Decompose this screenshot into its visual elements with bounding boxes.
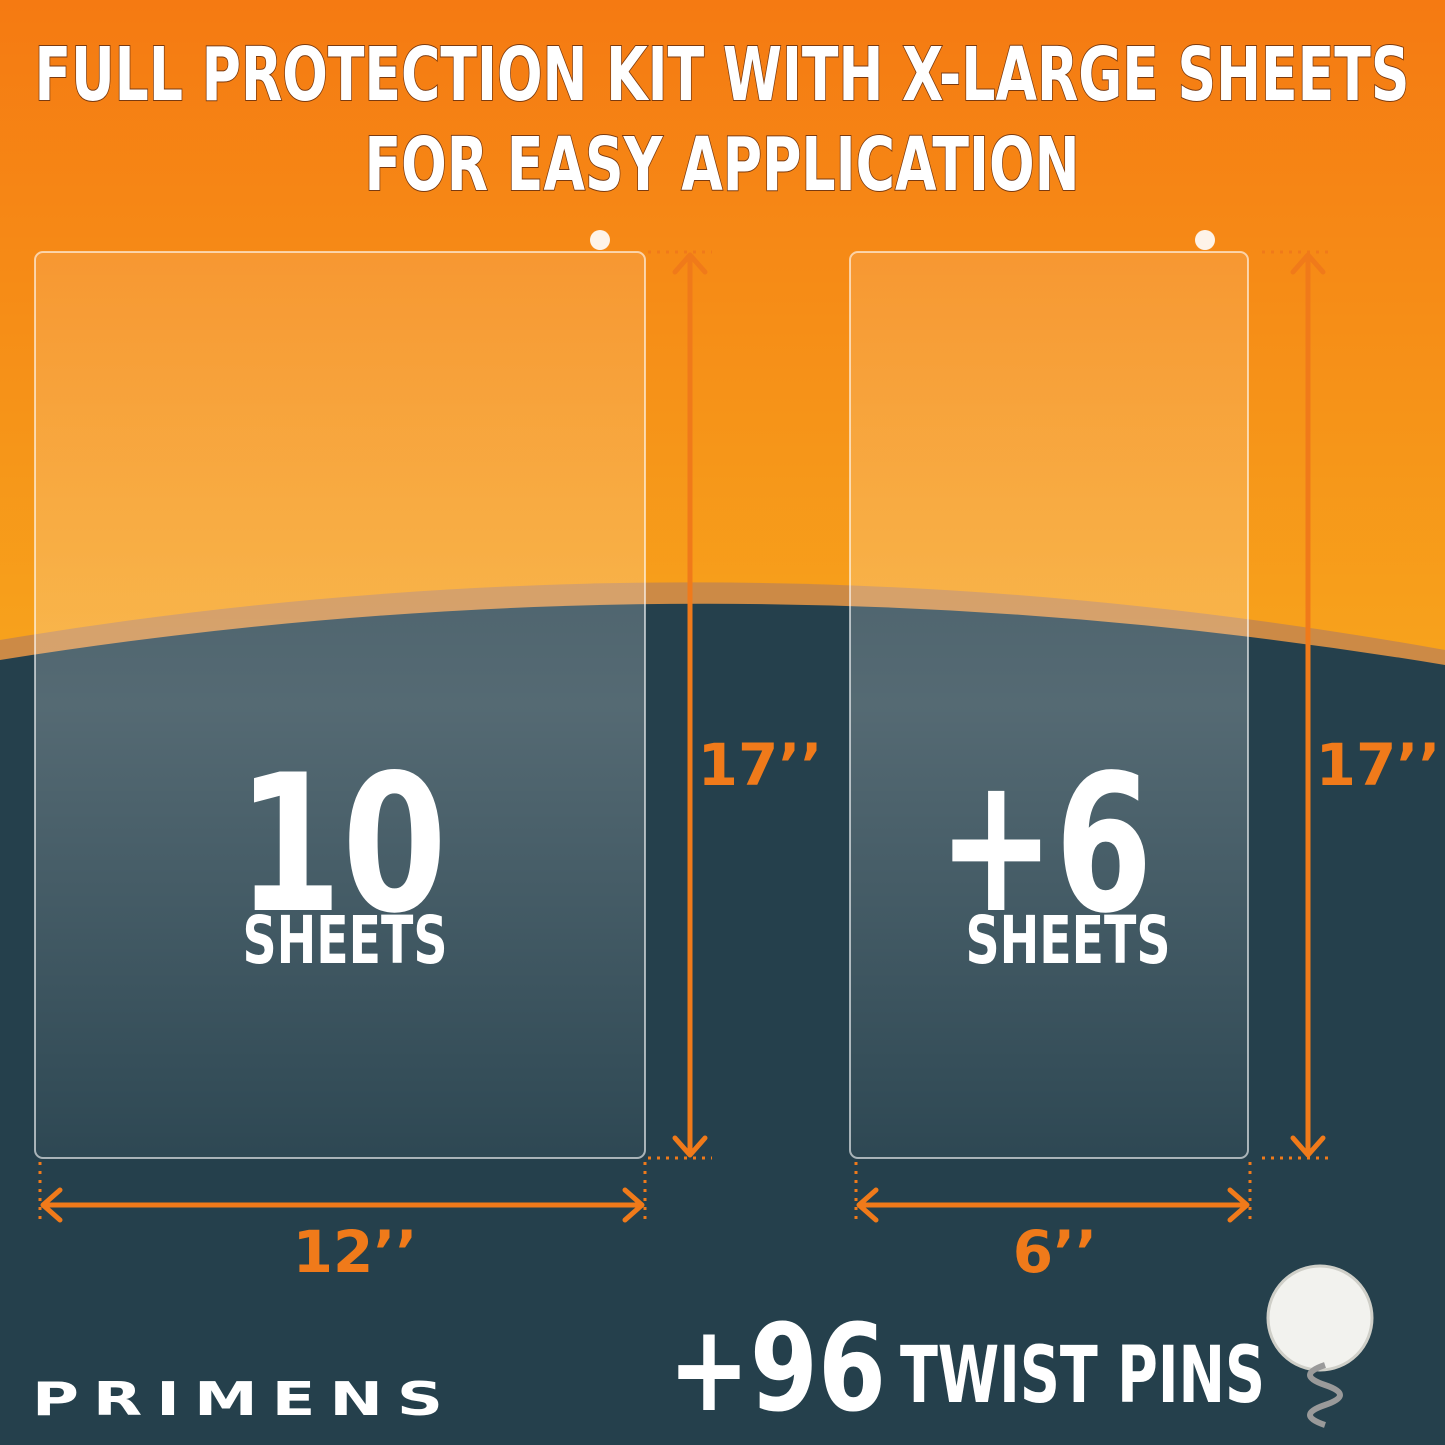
title: FOR EASY APPLICATION — [365, 122, 1080, 208]
sparkle — [590, 230, 610, 250]
pin-head — [1266, 1264, 1374, 1372]
title: FULL PROTECTION KIT WITH X-LARGE SHEETS — [35, 32, 1410, 118]
height-label: 17’’ — [698, 731, 823, 799]
pins-label: TWIST PINS — [900, 1331, 1265, 1421]
sheet-unit: SHEETS — [966, 902, 1171, 979]
sheet-count: 10 — [237, 734, 447, 955]
width-arrow — [40, 1187, 645, 1223]
sheet — [849, 251, 1249, 1159]
sheet-count: +6 — [938, 734, 1153, 955]
height-arrow — [672, 252, 708, 1158]
label-bg — [700, 730, 820, 800]
sheet — [34, 251, 646, 1159]
label-bg — [1318, 730, 1438, 800]
height-arrow — [1290, 252, 1326, 1158]
width-label: 6’’ — [1013, 1218, 1097, 1286]
width-arrow — [856, 1187, 1250, 1223]
sheet-unit: SHEETS — [243, 902, 448, 979]
height-label: 17’’ — [1316, 731, 1441, 799]
width-label: 12’’ — [293, 1218, 418, 1286]
brand: PRIMENS — [32, 1372, 457, 1426]
pins-count: +96 — [668, 1300, 886, 1439]
pin-spiral — [1307, 1362, 1343, 1428]
sparkle — [1195, 230, 1215, 250]
